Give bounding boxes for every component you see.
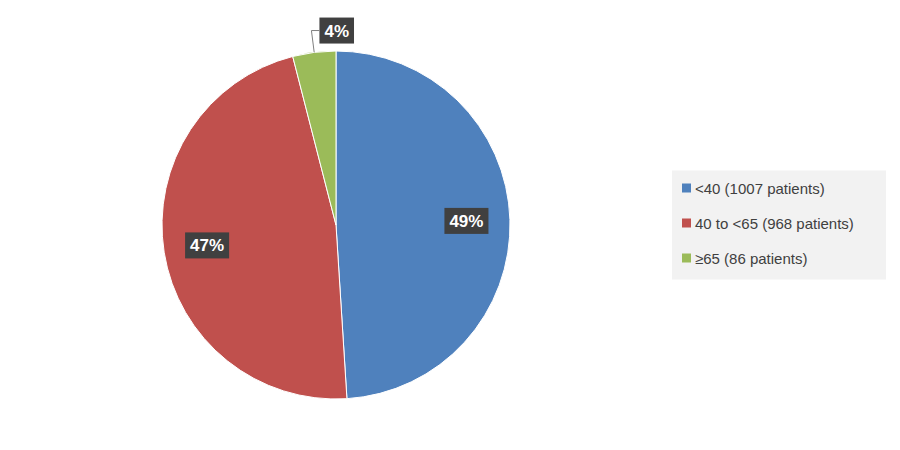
pie-slice xyxy=(293,51,336,225)
leader-line xyxy=(311,31,319,53)
legend-label: 40 to <65 (968 patients) xyxy=(695,215,854,232)
data-label: 4% xyxy=(324,22,349,41)
data-label: 49% xyxy=(449,212,483,231)
legend-swatch xyxy=(682,184,691,193)
data-label-group: 4% xyxy=(311,18,354,53)
slices xyxy=(162,51,510,399)
legend-swatch xyxy=(682,219,691,228)
data-label-box xyxy=(185,232,229,258)
legend: <40 (1007 patients) 40 to <65 (968 patien… xyxy=(672,171,886,280)
legend-label: <40 (1007 patients) xyxy=(695,180,825,197)
legend-box xyxy=(672,171,886,280)
data-label-group: 47% xyxy=(185,232,229,258)
data-label-box xyxy=(319,18,354,44)
chart: 49% 47% 4% <40 (1007 patients) 40 to <65 (96… xyxy=(0,0,900,450)
data-labels: 49% 47% 4% xyxy=(185,18,488,259)
data-label: 47% xyxy=(190,236,224,255)
data-label-box xyxy=(444,208,488,234)
legend-label: ≥65 (86 patients) xyxy=(695,250,807,267)
pie-slice xyxy=(336,51,510,399)
data-label-group: 49% xyxy=(444,208,488,234)
legend-swatch xyxy=(682,254,691,263)
